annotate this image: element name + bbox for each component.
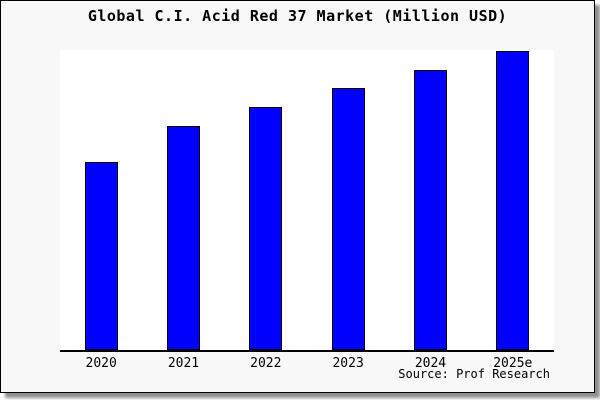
chart-title: Global C.I. Acid Red 37 Market (Million … xyxy=(87,7,508,25)
x-tick-label-2023: 2023 xyxy=(332,356,364,371)
x-tick-label-2020: 2020 xyxy=(85,356,117,371)
plot-area xyxy=(60,50,554,352)
bar-2025e xyxy=(496,50,530,350)
x-tick-label-2021: 2021 xyxy=(167,356,200,371)
figure-frame: Global C.I. Acid Red 37 Market (Million … xyxy=(0,0,595,393)
bar-slot-2025e xyxy=(472,50,554,350)
bar-slot-2021 xyxy=(142,50,224,350)
bar-2021 xyxy=(166,125,200,350)
bar-slot-2024 xyxy=(389,50,471,350)
bar-slot-2022 xyxy=(225,50,307,350)
bar-slot-2023 xyxy=(307,50,389,350)
bar-2023 xyxy=(331,88,365,350)
bar-2020 xyxy=(84,162,118,350)
x-tick-label-2024: 2024 xyxy=(414,356,447,371)
bar-slot-2020 xyxy=(60,50,142,350)
x-tick-label-2022: 2022 xyxy=(250,356,282,371)
source-note: Source: Prof Research xyxy=(398,367,550,381)
bar-2024 xyxy=(413,70,447,350)
x-tick-label-2025e: 2025e xyxy=(493,356,533,371)
bar-2022 xyxy=(249,106,283,350)
x-axis-labels: 2020 2021 2022 2023 2024 2025e xyxy=(60,356,554,371)
